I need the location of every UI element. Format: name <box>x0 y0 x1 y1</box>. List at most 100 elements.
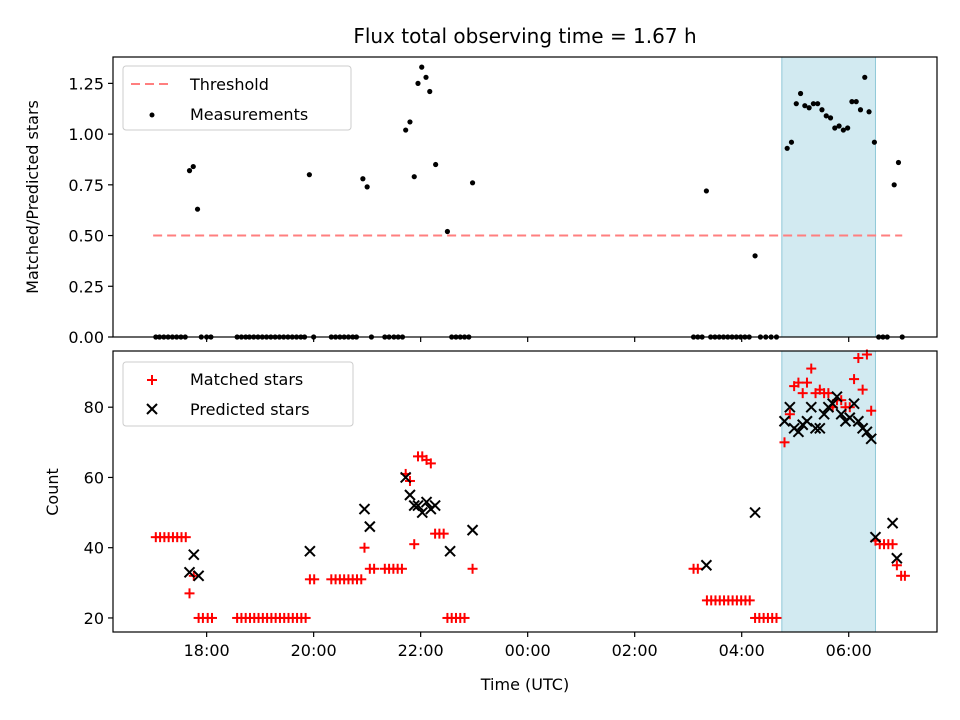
predicted-star-point <box>420 496 433 508</box>
legend-threshold-label: Threshold <box>189 75 269 94</box>
predicted-star-point <box>364 520 376 533</box>
matched-star-point <box>396 563 407 574</box>
measurement-point <box>186 168 193 174</box>
predicted-star-point <box>784 401 796 413</box>
measurement-point <box>407 119 413 125</box>
measurement-point <box>784 145 790 151</box>
predicted-star-point <box>814 422 826 434</box>
matched-star-point <box>206 612 217 623</box>
measurement-point <box>819 107 825 113</box>
bottom-y-axis: 20 40 60 80 <box>84 398 113 628</box>
legend-measurement-label: Measurements <box>190 105 308 124</box>
y-tick-label: 20 <box>84 609 104 628</box>
x-axis-label: Time (UTC) <box>480 675 569 694</box>
predicted-star-point <box>869 531 882 543</box>
matched-star-point <box>784 409 795 420</box>
measurement-point <box>823 113 829 119</box>
bottom-panel: 20 40 60 80 18:00 20:00 22:00 00:00 02:00 04:00 0… <box>43 349 938 694</box>
measurement-point <box>849 99 855 105</box>
matched-star-point <box>459 612 470 623</box>
predicted-star-point <box>399 471 412 484</box>
matched-star-point <box>409 539 420 550</box>
matched-star-point <box>438 528 449 539</box>
predicted-star-point <box>835 408 847 420</box>
measurement-point <box>866 109 872 115</box>
measurement-point <box>827 115 834 121</box>
measurement-point <box>419 64 425 70</box>
predicted-star-point <box>809 422 822 434</box>
legend-matched-swatch <box>147 375 157 385</box>
measurement-point <box>194 206 201 212</box>
matched-star-point <box>891 560 902 571</box>
measurement-point <box>703 188 709 194</box>
top-y-axis-label: Matched/Predicted stars <box>23 100 42 294</box>
legend-measurement-swatch <box>149 112 155 118</box>
predicted-star-point <box>861 426 873 438</box>
predicted-star-point <box>844 412 856 424</box>
x-tick-label: 02:00 <box>612 641 658 660</box>
matched-star-point <box>779 437 790 448</box>
predicted-star-point <box>792 426 805 438</box>
matched-star-point <box>184 588 195 599</box>
predicted-star-point <box>404 489 416 501</box>
matched-star-point <box>359 542 370 553</box>
matched-star-point <box>180 532 191 543</box>
measurement-point <box>427 88 433 95</box>
predicted-star-point <box>778 415 791 427</box>
top-plot-frame <box>112 56 938 338</box>
predicted-star-point <box>886 517 899 529</box>
y-tick-label: 1.25 <box>68 74 104 93</box>
measurement-point <box>815 101 821 107</box>
measurement-point <box>810 101 817 107</box>
measurement-point <box>423 74 429 80</box>
x-tick-label: 04:00 <box>719 641 765 660</box>
measurement-point <box>364 184 370 190</box>
matched-star-point <box>309 574 320 585</box>
measurement-point <box>306 172 312 178</box>
y-tick-label: 0.25 <box>68 277 104 296</box>
predicted-star-point <box>848 397 860 410</box>
bottom-legend: Matched stars Predicted stars <box>122 361 354 427</box>
predicted-star-point <box>852 415 865 427</box>
y-tick-label: 40 <box>84 539 104 558</box>
measurement-point <box>840 127 846 133</box>
legend-predicted-swatch <box>146 403 158 415</box>
x-tick-label: 06:00 <box>826 641 872 660</box>
measurement-point <box>793 101 799 107</box>
measurement-point <box>415 80 421 86</box>
predicted-star-point <box>831 390 843 403</box>
matched-star-point <box>849 374 860 385</box>
predicted-star-point <box>358 503 371 515</box>
matched-star-point <box>797 388 808 399</box>
predicted-star-point <box>429 499 441 512</box>
predicted-star-point <box>749 506 761 519</box>
predicted-star-point <box>416 506 428 519</box>
top-highlight-span <box>781 56 876 338</box>
matched-star-point <box>692 563 703 574</box>
matched-star-points <box>150 349 910 623</box>
predicted-star-point <box>801 415 813 427</box>
measurement-point <box>895 159 902 166</box>
predicted-star-points <box>183 390 903 582</box>
x-tick-label: 00:00 <box>505 641 551 660</box>
measurement-point <box>752 253 758 259</box>
matched-star-point <box>857 384 868 395</box>
bottom-x-axis: 18:00 20:00 22:00 00:00 02:00 04:00 06:00 <box>184 632 872 660</box>
predicted-star-point <box>891 552 903 564</box>
predicted-star-point <box>188 549 200 561</box>
matched-star-point <box>356 574 367 585</box>
matched-star-point <box>300 612 311 623</box>
predicted-star-point <box>192 570 205 582</box>
top-legend: Threshold Measurements <box>122 65 352 131</box>
bottom-plot-frame <box>112 350 938 633</box>
measurement-point <box>853 99 859 105</box>
legend-predicted-label: Predicted stars <box>190 400 310 419</box>
y-tick-label: 1.00 <box>68 125 104 144</box>
measurement-point <box>857 107 864 113</box>
measurement-point <box>433 161 439 168</box>
matched-star-point <box>467 563 478 574</box>
predicted-star-point <box>826 397 839 410</box>
measurement-point <box>469 180 476 186</box>
predicted-star-point <box>412 499 424 512</box>
